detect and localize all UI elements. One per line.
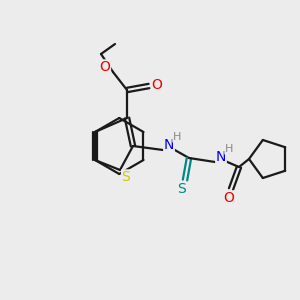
Text: H: H [225,144,233,154]
Text: H: H [173,132,181,142]
Text: S: S [177,182,185,196]
Text: N: N [216,150,226,164]
Text: N: N [164,138,174,152]
Text: O: O [100,60,110,74]
Text: S: S [122,170,130,184]
Text: O: O [152,78,162,92]
Text: O: O [224,191,234,205]
